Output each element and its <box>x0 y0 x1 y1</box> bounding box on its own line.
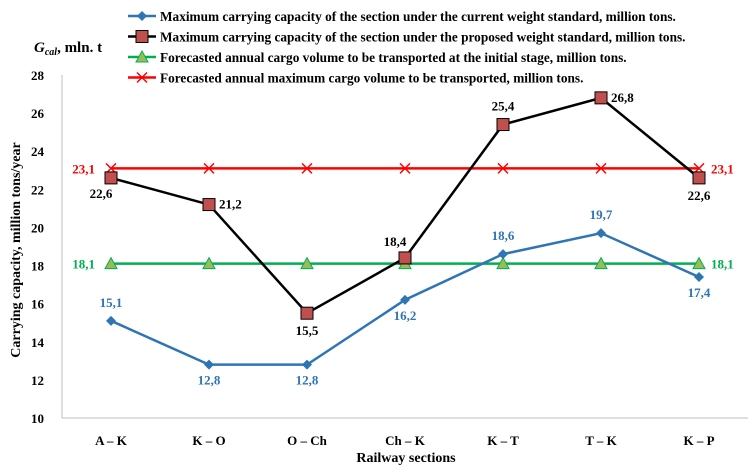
y-tick-label: 28 <box>31 68 45 83</box>
data-label: 15,5 <box>296 323 319 338</box>
data-point <box>300 306 314 320</box>
x-tick-label: T – K <box>585 433 617 448</box>
legend-item: Forecasted annual cargo volume to be tra… <box>128 49 627 65</box>
y-tick-label: 22 <box>31 182 44 197</box>
data-point <box>594 256 608 270</box>
data-label: 12,8 <box>296 373 319 388</box>
data-label: 18,6 <box>492 228 515 243</box>
data-point <box>300 256 314 270</box>
legend-marker <box>136 71 148 84</box>
legend-item: Maximum carrying capacity of the section… <box>128 9 676 24</box>
legend-marker <box>137 11 147 21</box>
legend-label: Forecasted annual cargo volume to be tra… <box>160 50 627 65</box>
data-point <box>694 271 704 282</box>
legend-label: Maximum carrying capacity of the section… <box>160 9 676 24</box>
data-label: 18,1 <box>72 257 95 272</box>
x-tick-label: K – O <box>192 433 225 448</box>
data-label: 25,4 <box>492 99 515 114</box>
x-tick-label: O – Ch <box>287 433 328 448</box>
data-point <box>398 251 412 265</box>
x-axis-label: Railway sections <box>356 451 456 466</box>
data-point <box>106 315 116 326</box>
legend-marker <box>135 49 149 63</box>
data-point <box>692 256 706 270</box>
data-label: 22,6 <box>688 188 711 203</box>
data-point <box>400 294 410 305</box>
y-axis-unit-label: Gcal, mln. t <box>34 40 102 58</box>
data-label: 23,1 <box>72 161 95 176</box>
data-point <box>692 171 706 185</box>
x-tick-label: Ch – K <box>385 433 426 448</box>
data-label: 15,1 <box>100 295 123 310</box>
legend-label: Maximum carrying capacity of the section… <box>160 30 685 45</box>
data-point <box>302 359 312 370</box>
data-point <box>595 162 607 174</box>
data-point <box>399 162 411 174</box>
series-1: 15,1 12,8 12,8 16,2 18,6 19,7 17,4 <box>100 207 711 387</box>
data-point <box>301 162 313 174</box>
y-axis-label: Carrying capacity, million tons/year <box>9 142 24 357</box>
legend-item: Maximum carrying capacity of the section… <box>128 30 685 45</box>
data-point <box>104 256 118 270</box>
data-point <box>497 162 509 174</box>
data-point <box>203 162 215 174</box>
data-point <box>496 256 510 270</box>
data-point <box>204 359 214 370</box>
y-tick-label: 14 <box>31 335 45 350</box>
y-tick-label: 18 <box>31 259 45 274</box>
data-label: 17,4 <box>688 285 711 300</box>
data-label: 18,4 <box>384 234 407 249</box>
data-label: 21,2 <box>219 197 242 212</box>
x-tick-label: K – T <box>487 433 519 448</box>
data-label: 16,2 <box>394 308 417 323</box>
legend-label: Forecasted annual maximum cargo volume t… <box>160 71 583 86</box>
x-tick-label: K – P <box>683 433 714 448</box>
data-point <box>594 91 608 105</box>
y-tick-label: 16 <box>31 297 45 312</box>
legend-marker <box>135 30 149 43</box>
y-tick-label: 10 <box>31 411 44 426</box>
data-point <box>496 118 510 132</box>
legend: Maximum carrying capacity of the section… <box>128 9 685 86</box>
data-label: 19,7 <box>590 207 613 222</box>
data-point <box>202 198 216 212</box>
y-tick-label: 24 <box>31 144 45 159</box>
y-tick-label: 20 <box>31 220 44 235</box>
data-label: 18,1 <box>711 257 734 272</box>
data-label: 12,8 <box>198 373 221 388</box>
y-tick-label: 12 <box>31 373 44 388</box>
series-line <box>110 96 700 315</box>
series-2: 22,6 21,2 15,5 18,4 25,4 26,8 22,6 <box>90 90 711 338</box>
data-point <box>104 171 118 185</box>
data-label: 22,6 <box>90 186 113 201</box>
data-label: 23,1 <box>711 161 734 176</box>
data-point <box>498 249 508 260</box>
legend-item: Forecasted annual maximum cargo volume t… <box>128 71 583 86</box>
data-point <box>596 228 606 239</box>
data-label: 26,8 <box>611 90 634 105</box>
y-tick-label: 26 <box>31 106 45 121</box>
x-tick-label: A – K <box>95 433 128 448</box>
series-4: 23,1 23,1 <box>72 161 734 176</box>
data-point <box>202 256 216 270</box>
